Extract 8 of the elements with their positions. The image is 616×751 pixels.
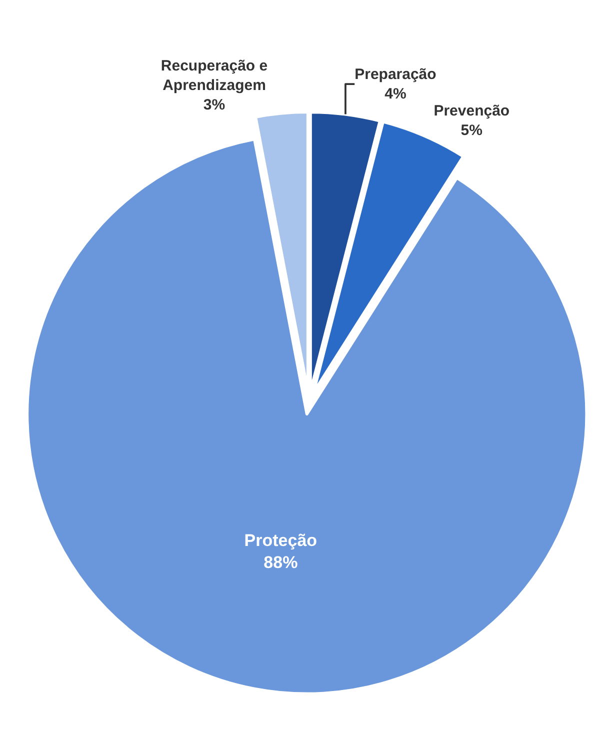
slice-label: Proteção <box>244 530 318 550</box>
slice-label: Recuperação e Aprendizagem <box>160 58 268 94</box>
slice-label: Prevenção <box>434 102 510 120</box>
slice-label: Preparação <box>354 66 436 83</box>
data-label: 4% <box>384 85 406 102</box>
data-label: 5% <box>460 122 482 139</box>
data-label: 3% <box>203 96 226 114</box>
data-label: 88% <box>264 552 298 572</box>
